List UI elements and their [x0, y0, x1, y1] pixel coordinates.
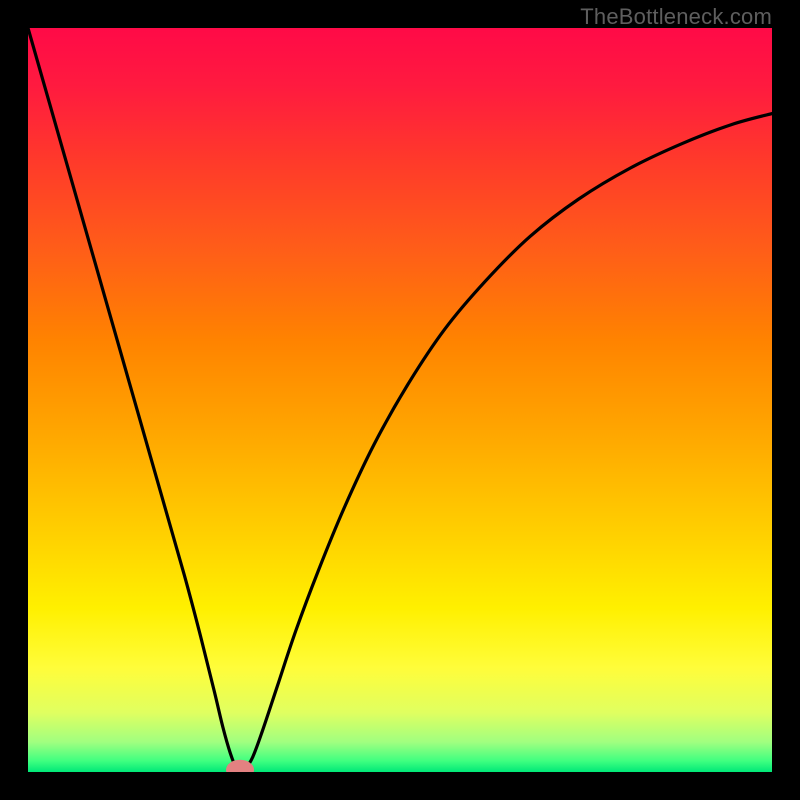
curve-layer: [28, 28, 772, 772]
plot-area: [28, 28, 772, 772]
watermark-text: TheBottleneck.com: [580, 4, 772, 30]
bottleneck-curve: [28, 28, 772, 772]
